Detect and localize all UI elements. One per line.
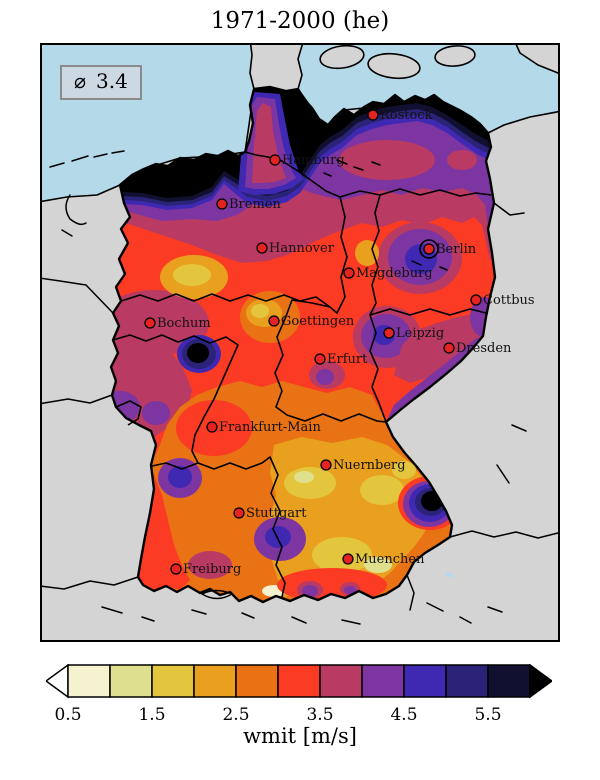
city-dot — [269, 154, 281, 166]
colorbar-segment — [487, 664, 531, 698]
sweden-corner — [515, 45, 558, 74]
mean-badge: ⌀ 3.4 — [60, 65, 142, 100]
colorbar-segment — [445, 664, 489, 698]
city-label: Hamburg — [282, 153, 345, 168]
danish-island — [434, 45, 476, 67]
colorbar-tick: 3.5 — [306, 705, 333, 725]
city-dot — [268, 315, 280, 327]
city-label: Dresden — [456, 341, 512, 356]
colorbar-tick: 4.5 — [390, 705, 417, 725]
city-dot — [170, 563, 182, 575]
city-label: Magdeburg — [356, 266, 433, 281]
colorbar-tick: 1.5 — [138, 705, 165, 725]
colorbar-over-arrow — [529, 664, 552, 699]
city-dot — [216, 198, 228, 210]
mean-value: 3.4 — [96, 69, 128, 93]
city-markers: Rostock Hamburg Bremen Hannover BerlinMagdeb… — [144, 108, 535, 577]
danish-island — [367, 52, 421, 80]
city-label: Erfurt — [327, 352, 368, 367]
page-title: 1971-2000 (he) — [210, 8, 390, 34]
colorbar-svg: 0.5 1.5 2.5 3.5 4.5 5.5 — [46, 664, 552, 725]
colorbar-segment — [361, 664, 405, 698]
colorbar-segment — [319, 664, 363, 698]
city-label: Bochum — [157, 316, 211, 331]
colorbar-segment — [67, 664, 111, 698]
colorbar-label: wmit [m/s] — [243, 724, 357, 748]
colorbar-segment — [193, 664, 237, 698]
city-dot — [367, 109, 379, 121]
city-label: Muenchen — [355, 552, 425, 567]
city-label: Nuernberg — [333, 458, 406, 473]
city-label: Bremen — [229, 197, 281, 212]
city-label: Stuttgart — [246, 506, 307, 521]
colorbar-segment — [403, 664, 447, 698]
germany-wind-map: Rostock Hamburg Bremen Hannover BerlinMagdeb… — [42, 45, 558, 640]
city-label: Cottbus — [483, 293, 535, 308]
colorbar-segment — [151, 664, 195, 698]
city-label: Frankfurt-Main — [219, 420, 321, 435]
mean-symbol: ⌀ — [74, 69, 87, 93]
city-dot — [443, 342, 455, 354]
city-dot — [423, 243, 435, 255]
city-label: Berlin — [436, 242, 477, 257]
city-dot — [206, 421, 218, 433]
city-dot — [144, 317, 156, 329]
map-frame: Rostock Hamburg Bremen Hannover Berlin Magdeb… — [40, 43, 560, 642]
colorbar-segment — [109, 664, 153, 698]
city-label: Freiburg — [183, 562, 241, 577]
denmark — [249, 45, 304, 92]
state-borders — [112, 124, 492, 598]
alpine-lake — [446, 573, 453, 577]
city-dot — [342, 553, 354, 565]
city-dot — [383, 327, 395, 339]
colorbar-segments — [67, 664, 531, 698]
danish-island — [319, 45, 365, 70]
country-borders — [42, 150, 558, 625]
colorbar-segment — [235, 664, 279, 698]
city-dot — [256, 242, 268, 254]
city-dot — [314, 353, 326, 365]
city-label: Hannover — [269, 241, 335, 256]
germany-border — [109, 85, 497, 604]
colorbar-under-arrow — [46, 664, 69, 699]
colorbar: 0.5 1.5 2.5 3.5 4.5 5.5 — [46, 664, 552, 726]
city-dot — [233, 507, 245, 519]
colorbar-segment — [277, 664, 321, 698]
colorbar-tick: 0.5 — [54, 705, 81, 725]
city-dot — [320, 459, 332, 471]
city-label: Goettingen — [281, 314, 355, 329]
city-dot — [343, 267, 355, 279]
city-label: Rostock — [380, 108, 433, 123]
city-dot — [470, 294, 482, 306]
colorbar-tick: 2.5 — [222, 705, 249, 725]
colorbar-tick-labels: 0.5 1.5 2.5 3.5 4.5 5.5 — [54, 705, 501, 725]
colorbar-tick: 5.5 — [474, 705, 501, 725]
city-label: Leipzig — [396, 326, 444, 341]
